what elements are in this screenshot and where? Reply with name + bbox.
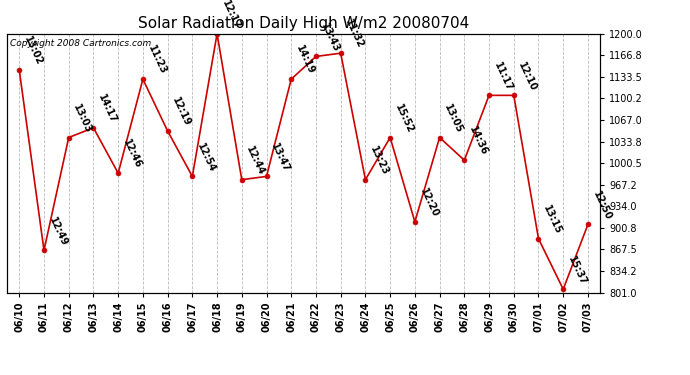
Text: 12:54: 12:54 xyxy=(195,141,217,174)
Text: 15:37: 15:37 xyxy=(566,254,588,286)
Text: 14:17: 14:17 xyxy=(96,93,119,125)
Text: 13:15: 13:15 xyxy=(541,204,564,236)
Text: 11:17: 11:17 xyxy=(492,60,514,93)
Text: 12:10: 12:10 xyxy=(517,60,539,93)
Text: 12:46: 12:46 xyxy=(121,138,143,170)
Text: 13:05: 13:05 xyxy=(442,102,464,135)
Text: 12:19: 12:19 xyxy=(170,96,193,128)
Text: 15:52: 15:52 xyxy=(393,102,415,135)
Text: 12:44: 12:44 xyxy=(244,144,267,177)
Text: 12:17: 12:17 xyxy=(220,0,242,31)
Text: 14:36: 14:36 xyxy=(467,125,489,158)
Text: 13:03: 13:03 xyxy=(72,102,94,135)
Text: 13:02: 13:02 xyxy=(22,35,44,67)
Text: 12:49: 12:49 xyxy=(47,215,69,248)
Text: Copyright 2008 Cartronics.com: Copyright 2008 Cartronics.com xyxy=(10,39,151,48)
Text: 13:23: 13:23 xyxy=(368,144,391,177)
Title: Solar Radiation Daily High W/m2 20080704: Solar Radiation Daily High W/m2 20080704 xyxy=(138,16,469,31)
Text: 12:50: 12:50 xyxy=(591,189,613,222)
Text: 11:23: 11:23 xyxy=(146,44,168,76)
Text: 13:47: 13:47 xyxy=(269,141,291,174)
Text: 14:19: 14:19 xyxy=(294,44,316,76)
Text: 12:20: 12:20 xyxy=(417,187,440,219)
Text: 13:43: 13:43 xyxy=(319,21,341,54)
Text: 11:32: 11:32 xyxy=(344,18,366,50)
